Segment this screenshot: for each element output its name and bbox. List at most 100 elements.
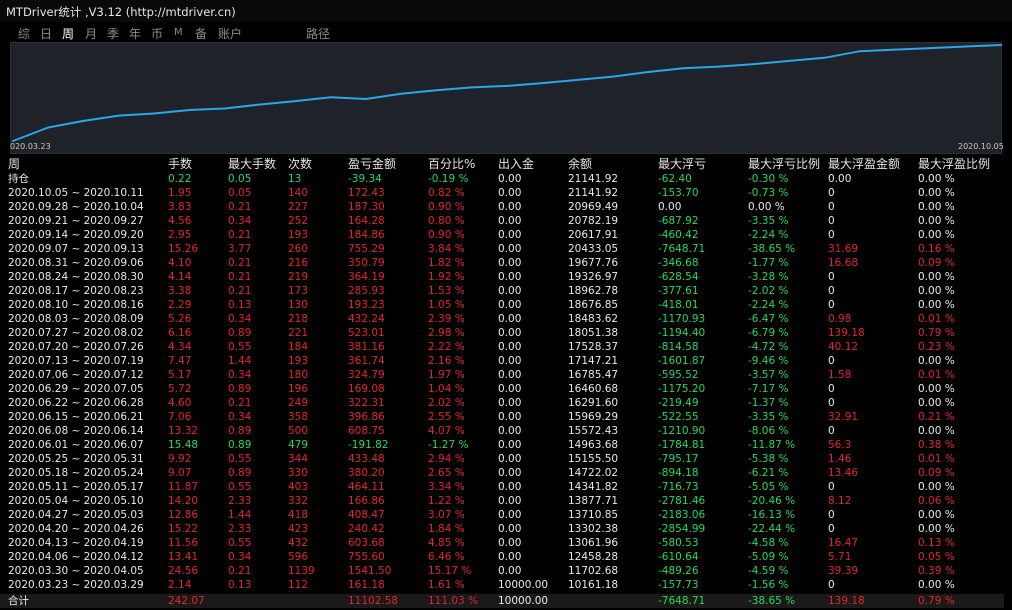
table-row[interactable]: 2020.09.07 ~ 2020.09.13 15.26 3.77 260 755.2… — [0, 242, 1012, 256]
tab-day[interactable]: 日 — [40, 27, 53, 41]
pct-cell: 2.98 % — [428, 327, 465, 339]
table-row[interactable]: 2020.07.27 ~ 2020.08.02 6.16 0.89 221 523.01… — [0, 326, 1012, 340]
tab-week[interactable]: 周 — [62, 27, 75, 41]
column-header[interactable]: 次数 — [288, 157, 313, 171]
column-header[interactable]: 周 — [8, 157, 21, 171]
tab-m[interactable]: M — [174, 27, 183, 38]
table-row[interactable]: 2020.08.10 ~ 2020.08.16 2.29 0.13 130 193.23… — [0, 298, 1012, 312]
table-row[interactable]: 2020.06.29 ~ 2020.07.05 5.72 0.89 196 169.08… — [0, 382, 1012, 396]
count-cell: 140 — [288, 187, 309, 199]
table-row[interactable]: 2020.09.21 ~ 2020.09.27 4.56 0.34 252 164.28… — [0, 214, 1012, 228]
total-max-float-profit-pct-cell: 0.79 % — [918, 595, 955, 607]
tab-quarter[interactable]: 季 — [107, 27, 120, 41]
table-row[interactable]: 2020.04.27 ~ 2020.05.03 12.86 1.44 418 408.4… — [0, 508, 1012, 522]
column-header[interactable]: 最大浮亏 — [658, 157, 707, 171]
table-row[interactable]: 2020.05.18 ~ 2020.05.24 9.07 0.89 330 380.20… — [0, 466, 1012, 480]
week-cell: 2020.03.30 ~ 2020.04.05 — [8, 565, 144, 577]
table-row[interactable]: 2020.04.20 ~ 2020.04.26 15.22 2.33 423 240.4… — [0, 522, 1012, 536]
balance-cell: 21141.92 — [568, 187, 619, 199]
max-float-profit-cell: 0 — [828, 425, 835, 437]
tab-currency[interactable]: 币 — [151, 27, 164, 41]
table-row[interactable]: 2020.06.01 ~ 2020.06.07 15.48 0.89 479 -191.… — [0, 438, 1012, 452]
column-header[interactable]: 百分比% — [428, 157, 476, 171]
balance-point — [541, 82, 544, 85]
column-header[interactable]: 出入金 — [498, 157, 535, 171]
holdings-row[interactable]: 持仓 0.22 0.05 13 -39.34 -0.19 % 0.00 21141.92 -62… — [0, 172, 1012, 186]
table-row[interactable]: 2020.08.24 ~ 2020.08.30 4.14 0.21 219 364.19… — [0, 270, 1012, 284]
max-float-profit-cell: 0 — [828, 579, 835, 591]
table-row[interactable]: 2020.05.11 ~ 2020.05.17 11.87 0.55 403 464.1… — [0, 480, 1012, 494]
max-lots-cell: 0.21 — [228, 285, 252, 297]
lots-cell: 2.29 — [168, 299, 192, 311]
max-float-profit-pct-cell: 0.00 % — [918, 481, 955, 493]
column-header[interactable]: 最大浮亏比例 — [748, 157, 821, 171]
pnl-cell: 285.93 — [348, 285, 385, 297]
max-lots-cell: 0.13 — [228, 579, 252, 591]
table-row[interactable]: 2020.10.05 ~ 2020.10.11 1.95 0.05 140 172.43… — [0, 186, 1012, 200]
table-row[interactable]: 2020.06.15 ~ 2020.06.21 7.06 0.34 358 396.86… — [0, 410, 1012, 424]
tab-year[interactable]: 年 — [129, 27, 142, 41]
max-lots-cell: 0.34 — [228, 313, 252, 325]
lots-cell: 5.72 — [168, 383, 192, 395]
table-row[interactable]: 2020.06.22 ~ 2020.06.28 4.60 0.21 249 322.31… — [0, 396, 1012, 410]
table-row[interactable]: 2020.08.03 ~ 2020.08.09 5.26 0.34 218 432.24… — [0, 312, 1012, 326]
column-header[interactable]: 盈亏金额 — [348, 157, 397, 171]
balance-cell: 20617.91 — [568, 229, 619, 241]
pct-cell: 1.97 % — [428, 369, 465, 381]
balance-cell: 13710.85 — [568, 509, 619, 521]
max-float-loss-pct-cell: -16.13 % — [748, 509, 796, 521]
deposit-cell: 0.00 — [498, 369, 522, 381]
balance-point — [188, 109, 191, 111]
table-row[interactable]: 2020.03.30 ~ 2020.04.05 24.56 0.21 1139 1541… — [0, 564, 1012, 578]
max-float-loss-pct-cell: -9.46 % — [748, 355, 789, 367]
max-float-profit-cell: 0 — [828, 201, 835, 213]
table-row[interactable]: 2020.05.25 ~ 2020.05.31 9.92 0.55 344 433.48… — [0, 452, 1012, 466]
tab-summary[interactable]: 综 — [18, 27, 31, 41]
count-cell: 184 — [288, 341, 309, 353]
column-header[interactable]: 手数 — [168, 157, 193, 171]
balance-point — [717, 65, 720, 68]
column-header[interactable]: 余额 — [568, 157, 593, 171]
table-row[interactable]: 2020.05.04 ~ 2020.05.10 14.20 2.33 332 166.8… — [0, 494, 1012, 508]
pct-cell: 1.53 % — [428, 285, 465, 297]
pnl-cell: 608.75 — [348, 425, 385, 437]
max-float-profit-pct-cell: 0.00 % — [918, 579, 955, 591]
total-deposit-cell: 10000.00 — [498, 595, 549, 607]
table-row[interactable]: 2020.06.08 ~ 2020.06.14 13.32 0.89 500 608.7… — [0, 424, 1012, 438]
balance-point — [647, 71, 650, 73]
tab-month[interactable]: 月 — [85, 27, 98, 41]
table-row[interactable]: 2020.04.13 ~ 2020.04.19 11.56 0.55 432 603.6… — [0, 536, 1012, 550]
column-header[interactable]: 最大浮盈比例 — [918, 157, 991, 171]
pnl-cell: 169.08 — [348, 383, 385, 395]
balance-cell: 13061.96 — [568, 537, 619, 549]
max-float-loss-pct-cell: -1.37 % — [748, 397, 789, 409]
max-float-profit-pct-cell: 0.06 % — [918, 495, 955, 507]
tab-path[interactable]: 路径 — [306, 27, 331, 41]
column-header[interactable]: 最大浮盈金额 — [828, 157, 901, 171]
table-row[interactable]: 2020.08.17 ~ 2020.08.23 3.38 0.21 173 285.93… — [0, 284, 1012, 298]
pnl-cell: 755.29 — [348, 243, 385, 255]
count-cell: 1139 — [288, 565, 315, 577]
table-row[interactable]: 2020.03.23 ~ 2020.03.29 2.14 0.13 112 161.18… — [0, 578, 1012, 592]
tab-account[interactable]: 账户 — [218, 27, 243, 41]
table-row[interactable]: 2020.08.31 ~ 2020.09.06 4.10 0.21 216 350.79… — [0, 256, 1012, 270]
tab-notes[interactable]: 备 — [195, 27, 208, 41]
column-header[interactable]: 最大手数 — [228, 157, 277, 171]
table-row[interactable]: 2020.07.13 ~ 2020.07.19 7.47 1.44 193 361.74… — [0, 354, 1012, 368]
table-row[interactable]: 2020.07.20 ~ 2020.07.26 4.34 0.55 184 381.16… — [0, 340, 1012, 354]
table-row[interactable]: 2020.04.06 ~ 2020.04.12 13.41 0.34 596 755.6… — [0, 550, 1012, 564]
max-float-loss-pct-cell: -2.02 % — [748, 285, 789, 297]
balance-point — [788, 59, 791, 62]
max-lots-cell: 0.55 — [228, 341, 252, 353]
balance-cell: 18962.78 — [568, 285, 619, 297]
deposit-cell: 0.00 — [498, 565, 522, 577]
pct-cell: 1.05 % — [428, 299, 465, 311]
max-float-loss-cell: -7648.71 — [658, 243, 706, 255]
table-row[interactable]: 2020.09.14 ~ 2020.09.20 2.95 0.21 193 184.86… — [0, 228, 1012, 242]
pct-cell: 0.82 % — [428, 187, 465, 199]
table-row[interactable]: 2020.07.06 ~ 2020.07.12 5.17 0.34 180 324.79… — [0, 368, 1012, 382]
max-float-loss-pct-cell: -2.24 % — [748, 299, 789, 311]
table-row[interactable]: 2020.09.28 ~ 2020.10.04 3.83 0.21 227 187.30… — [0, 200, 1012, 214]
week-cell: 2020.06.15 ~ 2020.06.21 — [8, 411, 144, 423]
pct-cell: 4.07 % — [428, 425, 465, 437]
